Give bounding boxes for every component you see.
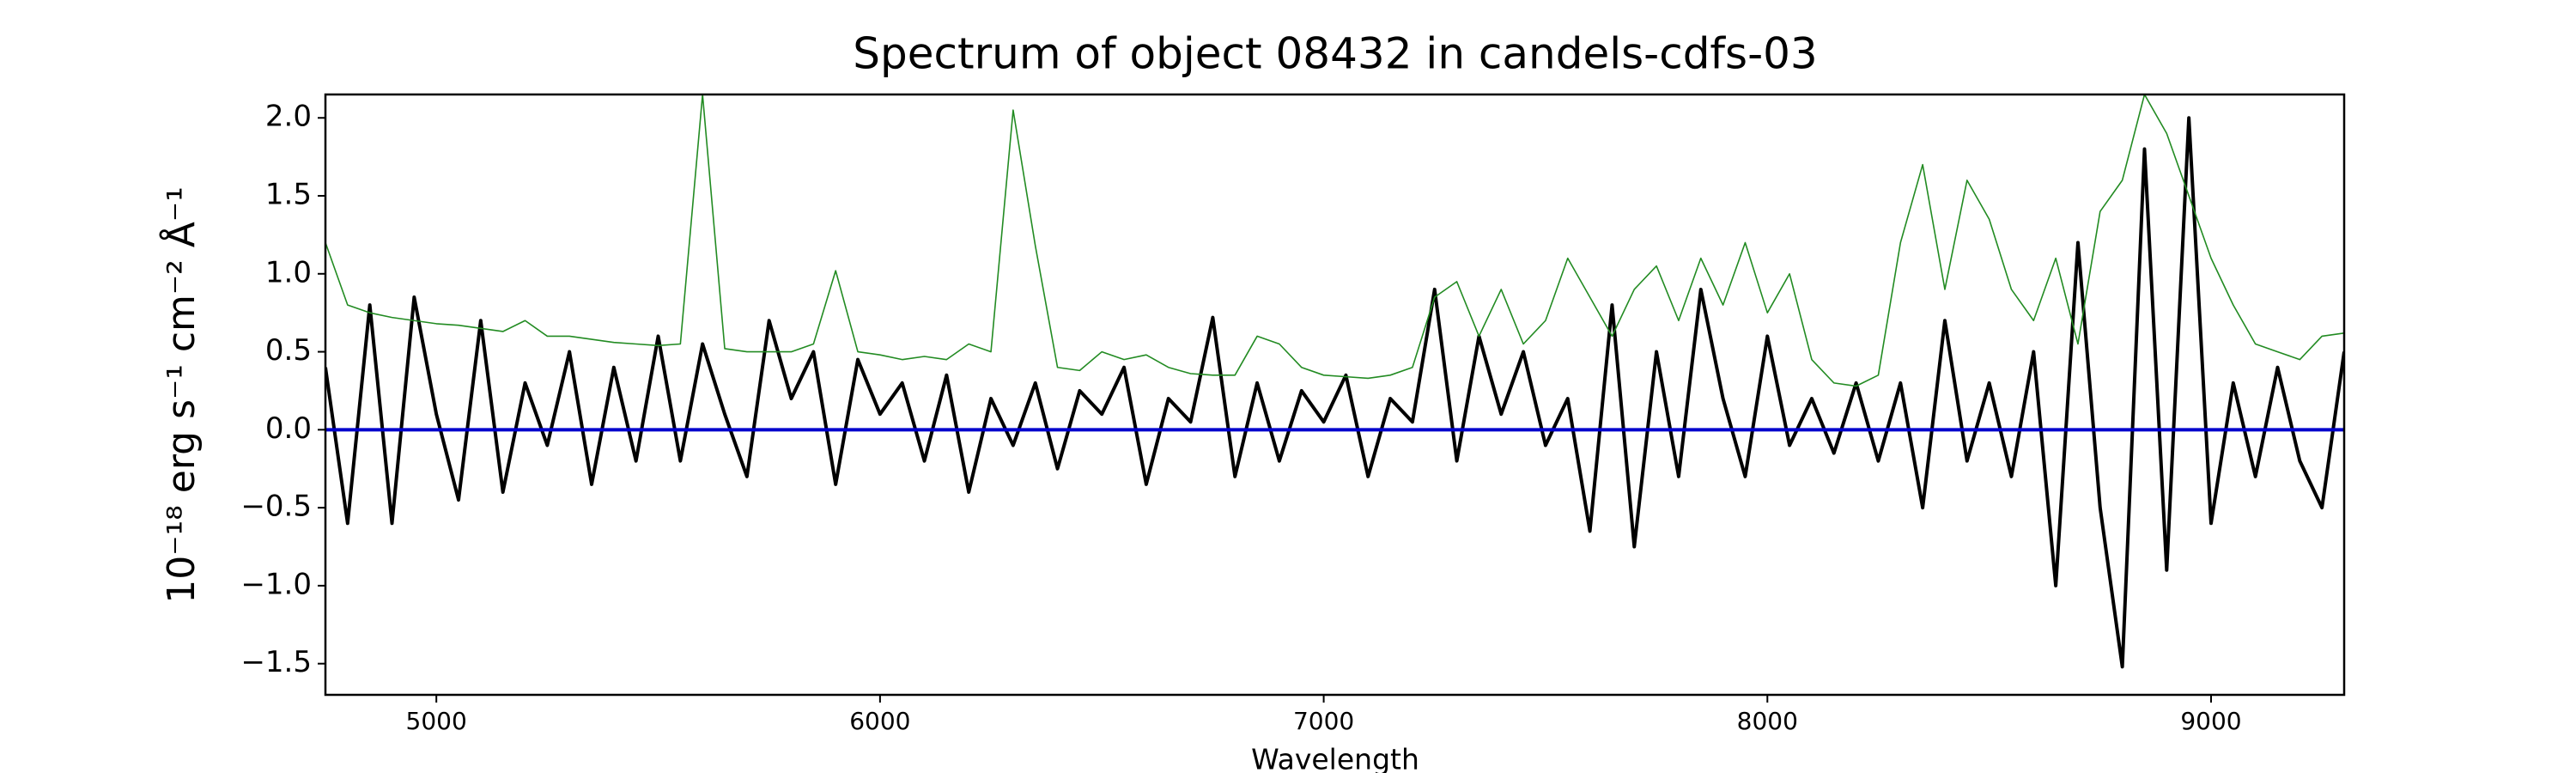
y-tick-label: −1.0 xyxy=(240,567,312,601)
x-tick-label: 7000 xyxy=(1293,707,1354,735)
y-axis-label: 10⁻¹⁸ erg s⁻¹ cm⁻² Å⁻¹ xyxy=(158,186,204,603)
y-tick-label: 1.5 xyxy=(265,178,312,212)
y-tick-label: −1.5 xyxy=(240,645,312,679)
y-tick-label: 1.0 xyxy=(265,255,312,289)
spectrum-line xyxy=(325,116,2344,669)
y-tick-label: 0.0 xyxy=(265,411,312,446)
y-tick-label: 0.5 xyxy=(265,333,312,368)
spectrum-line xyxy=(325,94,2344,387)
x-axis-label: Wavelength xyxy=(1251,743,1419,773)
x-tick-label: 6000 xyxy=(849,707,910,735)
y-tick-label: −0.5 xyxy=(240,490,312,524)
x-tick-label: 8000 xyxy=(1737,707,1798,735)
axes-frame xyxy=(324,93,2346,697)
x-tick-label: 9000 xyxy=(2180,707,2241,735)
chart-title: Spectrum of object 08432 in candels-cdfs… xyxy=(853,29,1818,79)
y-tick-label: 2.0 xyxy=(265,100,312,134)
x-tick-label: 5000 xyxy=(406,707,467,735)
plot-area xyxy=(325,94,2344,669)
